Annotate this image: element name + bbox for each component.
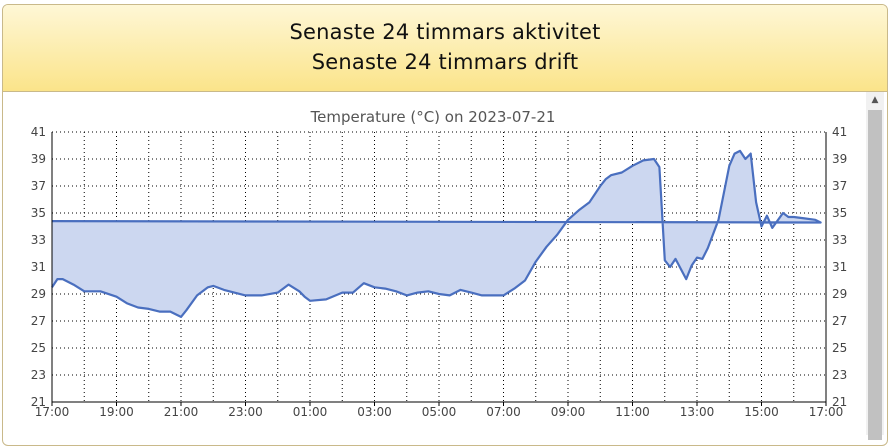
panel-header: Senaste 24 timmars aktivitet Senaste 24 … [3,5,887,92]
y-tick-label-right: 25 [832,341,847,355]
activity-panel: Senaste 24 timmars aktivitet Senaste 24 … [2,4,888,446]
y-tick-label-left: 41 [31,125,46,139]
x-tick-label: 21:00 [164,405,199,419]
y-tick-label-left: 37 [31,179,46,193]
x-tick-label: 11:00 [615,405,650,419]
x-tick-label: 17:00 [35,405,70,419]
y-tick-label-left: 31 [31,260,46,274]
y-tick-label-right: 37 [832,179,847,193]
x-tick-label: 17:00 [809,405,844,419]
x-tick-label: 01:00 [293,405,328,419]
y-tick-label-right: 29 [832,287,847,301]
x-tick-label: 13:00 [680,405,715,419]
y-tick-label-right: 35 [832,206,847,220]
series-area [52,150,821,402]
y-tick-label-left: 33 [31,233,46,247]
chart-title: Temperature (°C) on 2023-07-21 [310,108,556,126]
x-tick-label: 19:00 [99,405,134,419]
series-line [51,149,822,318]
y-tick-label-right: 39 [832,152,847,166]
y-tick-label-left: 39 [31,152,46,166]
x-tick-label: 03:00 [357,405,392,419]
triangle-up-icon[interactable]: ▲ [871,95,879,105]
y-tick-label-right: 23 [832,368,847,382]
x-tick-label: 05:00 [422,405,457,419]
scrollbar-thumb[interactable] [868,110,882,440]
y-tick-label-right: 27 [832,314,847,328]
y-tick-label-right: 33 [832,233,847,247]
y-tick-label-right: 41 [832,125,847,139]
x-tick-label: 09:00 [551,405,586,419]
header-title-operation: Senaste 24 timmars drift [311,50,579,74]
x-tick-label: 15:00 [744,405,779,419]
y-tick-label-left: 29 [31,287,46,301]
x-tick-label: 07:00 [486,405,521,419]
y-tick-label-right: 21 [832,395,847,409]
x-tick-label: 23:00 [228,405,263,419]
y-tick-label-left: 35 [31,206,46,220]
y-tick-label-left: 23 [31,368,46,382]
y-tick-label-left: 21 [31,395,46,409]
vertical-scrollbar[interactable]: ▲ [866,92,884,440]
y-tick-label-left: 27 [31,314,46,328]
header-title-activity: Senaste 24 timmars aktivitet [289,20,601,44]
y-tick-label-left: 25 [31,341,46,355]
temperature-chart: Temperature (°C) on 2023-07-21 21 21 23 23 25… [31,108,848,419]
y-tick-label-right: 31 [832,260,847,274]
